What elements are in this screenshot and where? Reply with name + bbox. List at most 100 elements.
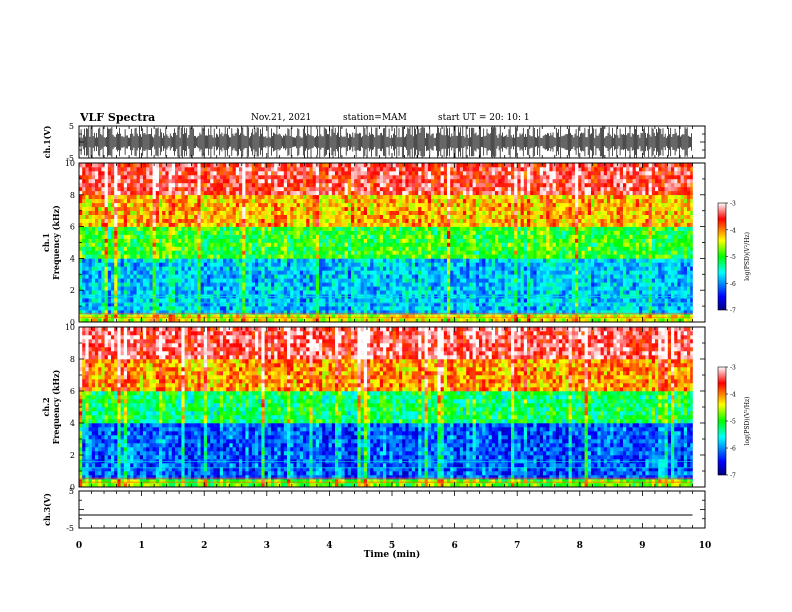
spectrogram-cell — [383, 234, 387, 239]
spectrogram-cell — [293, 254, 297, 259]
spectrogram-cell — [322, 298, 326, 303]
spectrogram-cell — [130, 210, 134, 215]
spectrogram-cell — [402, 262, 406, 267]
spectrogram-cell — [251, 178, 256, 184]
spectrogram-cell — [85, 178, 89, 184]
spectrogram-cell — [443, 286, 448, 291]
spectrogram-cell — [466, 238, 470, 243]
spectrogram-cell — [274, 302, 278, 307]
spectrogram-cell — [200, 262, 205, 267]
spectrogram-cell — [351, 226, 355, 231]
spectrogram-cell — [379, 163, 384, 168]
spectrogram-cell — [251, 242, 256, 247]
spectrogram-cell — [347, 186, 352, 192]
spectrogram-cell — [443, 198, 448, 204]
spectrogram-cell — [411, 167, 416, 172]
spectrogram-cell — [357, 242, 361, 247]
spectrogram-cell — [168, 214, 173, 219]
spectrogram-cell — [335, 314, 339, 319]
spectrogram-cell — [431, 214, 435, 219]
spectrogram-cell — [328, 270, 333, 275]
spectrogram-cell — [226, 186, 230, 192]
spectrogram-cell — [399, 246, 403, 251]
spectrogram-cell — [165, 206, 169, 211]
spectrogram-cell — [319, 318, 323, 323]
spectrogram-cell — [251, 254, 256, 259]
spectrogram-cell — [421, 214, 425, 219]
spectrogram-cell — [440, 250, 445, 255]
spectrogram-cell — [143, 230, 147, 235]
spectrogram-cell — [111, 186, 115, 192]
spectrogram-cell — [437, 274, 441, 279]
spectrogram-cell — [232, 167, 237, 172]
spectrogram-cell — [347, 214, 352, 219]
spectrogram-cell — [239, 178, 243, 184]
spectrogram-cell — [427, 262, 432, 267]
spectrogram-cell — [98, 246, 102, 251]
spectrogram-cell — [85, 210, 89, 215]
spectrogram-cell — [360, 310, 365, 315]
spectrogram-cell — [165, 254, 169, 259]
spectrogram-cell — [344, 194, 349, 200]
spectrogram-cell — [149, 266, 153, 271]
spectrogram-cell — [216, 178, 221, 184]
spectrogram-cell — [255, 178, 259, 184]
spectrogram-cell — [235, 218, 240, 223]
spectrogram-cell — [162, 242, 166, 247]
spectrogram-cell — [290, 182, 294, 188]
spectrogram-cell — [347, 222, 352, 227]
spectrogram-cell — [344, 210, 349, 215]
spectrogram-cell — [395, 262, 400, 267]
spectrogram-cell — [261, 258, 265, 263]
spectrogram-cell — [335, 234, 339, 239]
spectrogram-cell — [399, 266, 403, 271]
spectrogram-cell — [363, 270, 368, 275]
ch1-waveform-panel: 5-5ch.1(V) — [42, 122, 706, 163]
spectrogram-cell — [453, 254, 457, 259]
spectrogram-cell — [463, 206, 467, 211]
spectrogram-cell — [418, 186, 422, 192]
spectrogram-cell — [402, 226, 406, 231]
spectrogram-cell — [309, 298, 313, 303]
spectrogram-cell — [274, 226, 278, 231]
spectrogram-cell — [162, 234, 166, 239]
spectrogram-cell — [210, 234, 214, 239]
spectrogram-cell — [203, 178, 208, 184]
spectrogram-cell — [360, 262, 365, 267]
spectrogram-cell — [386, 194, 390, 200]
spectrogram-cell — [315, 306, 320, 311]
spectrogram-cell — [258, 214, 262, 219]
spectrogram-cell — [437, 210, 441, 215]
spectrogram-cell — [322, 174, 326, 180]
spectrogram-cell — [363, 167, 368, 172]
spectrogram-cell — [456, 246, 461, 251]
spectrogram-cell — [175, 226, 179, 231]
spectrogram-cell — [360, 306, 365, 311]
spectrogram-cell — [453, 290, 457, 295]
spectrogram-cell — [399, 314, 403, 319]
spectrogram-cell — [79, 318, 83, 323]
spectrogram-cell — [309, 302, 313, 307]
spectrogram-cell — [101, 262, 105, 267]
spectrogram-cell — [357, 206, 361, 211]
spectrogram-cell — [434, 278, 438, 283]
spectrogram-cell — [104, 250, 109, 255]
spectrogram-cell — [114, 298, 118, 303]
spectrogram-cell — [152, 258, 157, 263]
spectrogram-cell — [437, 214, 441, 219]
spectrogram-cell — [373, 222, 377, 227]
spectrogram-cell — [242, 318, 246, 323]
spectrogram-cell — [143, 178, 147, 184]
spectrogram-cell — [200, 314, 205, 319]
spectrogram-cell — [347, 266, 352, 271]
spectrogram-cell — [258, 178, 262, 184]
spectrogram-cell — [146, 210, 150, 215]
spectrogram-cell — [82, 262, 86, 267]
spectrogram-cell — [424, 198, 429, 204]
spectrogram-cell — [194, 298, 198, 303]
spectrogram-cell — [98, 314, 102, 319]
spectrogram-cell — [88, 174, 93, 180]
spectrogram-cell — [463, 282, 467, 287]
spectrogram-cell — [111, 206, 115, 211]
spectrogram-cell — [328, 274, 333, 279]
